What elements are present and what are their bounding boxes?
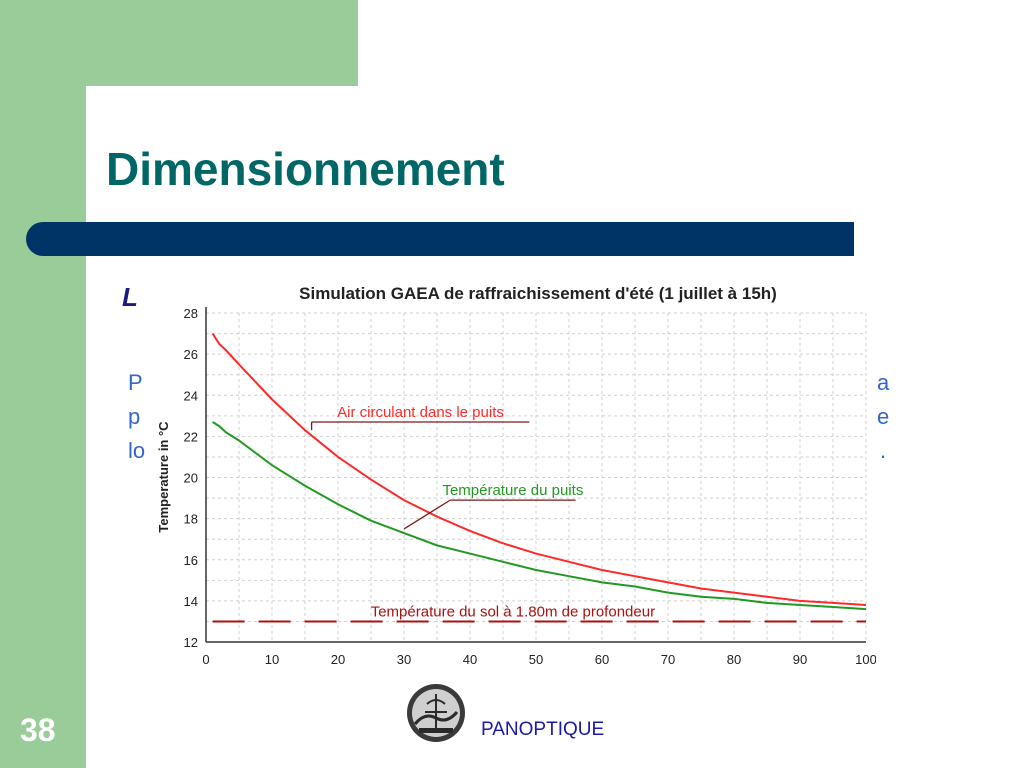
y-tick-label: 20: [184, 471, 198, 486]
partial-body-text-right: e: [877, 404, 890, 429]
chart-title: Simulation GAEA de raffraichissement d'é…: [299, 284, 777, 303]
y-tick-label: 26: [184, 347, 198, 362]
logo-icon: [407, 684, 465, 742]
partial-body-text-left: lo: [128, 438, 146, 463]
y-tick-label: 12: [184, 635, 198, 650]
annotation-label: Température du puits: [442, 482, 583, 499]
annotation-label: Air circulant dans le puits: [337, 404, 504, 421]
x-tick-label: 100: [855, 652, 876, 667]
series-line: [212, 421, 867, 611]
content-corner: [86, 86, 146, 146]
annotation-pointer-line: [403, 499, 451, 530]
x-tick-label: 40: [463, 652, 477, 667]
x-tick-label: 60: [595, 652, 609, 667]
x-tick-label: 10: [265, 652, 279, 667]
y-tick-label: 24: [184, 388, 198, 403]
green-band-left: [0, 0, 86, 768]
title-underline-bar: [26, 222, 854, 256]
partial-heading-text: L: [122, 282, 138, 312]
x-tick-label: 80: [727, 652, 741, 667]
partial-body-text-left: p: [128, 404, 141, 429]
partial-body-text-right: a: [877, 370, 890, 395]
x-tick-label: 70: [661, 652, 675, 667]
green-band-top: [0, 0, 358, 86]
x-tick-label: 0: [202, 652, 209, 667]
series-line: [211, 333, 867, 606]
y-tick-label: 18: [184, 512, 198, 527]
line-chart: 0 10 20 30 40 50 60 70 80 90 100 12 14 16 18 20 22 24 26 28…: [156, 284, 876, 667]
slide-title: Dimensionnement: [106, 143, 505, 195]
y-tick-label: 22: [184, 429, 198, 444]
y-tick-label: 16: [184, 553, 198, 568]
x-tick-label: 30: [397, 652, 411, 667]
x-tick-label: 20: [331, 652, 345, 667]
y-tick-label: 14: [184, 594, 198, 609]
slide-number: 38: [20, 712, 56, 748]
footer-brand: PANOPTIQUE: [481, 719, 605, 740]
partial-body-text-right: .: [880, 438, 887, 463]
x-tick-label: 90: [793, 652, 807, 667]
partial-body-text-left: P: [128, 370, 143, 395]
annotation-label: Température du sol à 1.80m de profondeur: [371, 603, 655, 620]
y-tick-label: 28: [184, 306, 198, 321]
chart-image: 0 10 20 30 40 50 60 70 80 90 100 12 14 16 18 20 22 24 26 28…: [146, 265, 876, 677]
x-tick-label: 50: [529, 652, 543, 667]
y-axis-label: Temperature in °C: [156, 421, 171, 533]
